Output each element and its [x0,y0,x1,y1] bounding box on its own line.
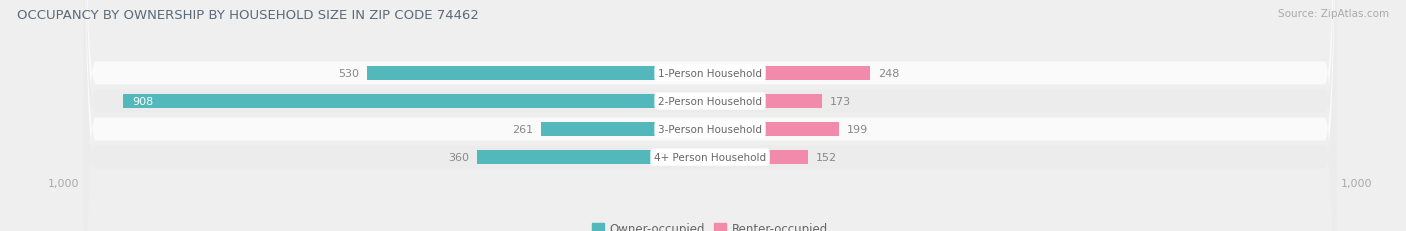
Text: OCCUPANCY BY OWNERSHIP BY HOUSEHOLD SIZE IN ZIP CODE 74462: OCCUPANCY BY OWNERSHIP BY HOUSEHOLD SIZE… [17,9,479,22]
Bar [710,122,839,137]
Text: 530: 530 [339,69,360,79]
Text: 173: 173 [830,97,851,106]
Text: 3-Person Household: 3-Person Household [658,125,762,134]
FancyBboxPatch shape [83,0,1337,231]
Bar [710,150,808,165]
Legend: Owner-occupied, Renter-occupied: Owner-occupied, Renter-occupied [586,217,834,231]
Text: 199: 199 [846,125,868,134]
Text: 360: 360 [449,152,470,162]
Bar [710,94,823,109]
Bar [367,66,710,81]
Bar [477,150,710,165]
Bar [710,66,870,81]
FancyBboxPatch shape [83,0,1337,231]
Text: 152: 152 [815,152,837,162]
FancyBboxPatch shape [83,0,1337,231]
Text: Source: ZipAtlas.com: Source: ZipAtlas.com [1278,9,1389,19]
Bar [122,94,710,109]
Text: 908: 908 [132,97,153,106]
Text: 261: 261 [512,125,533,134]
Text: 1-Person Household: 1-Person Household [658,69,762,79]
Text: 248: 248 [879,69,900,79]
Text: 2-Person Household: 2-Person Household [658,97,762,106]
Text: 4+ Person Household: 4+ Person Household [654,152,766,162]
FancyBboxPatch shape [83,0,1337,231]
Bar [541,122,710,137]
